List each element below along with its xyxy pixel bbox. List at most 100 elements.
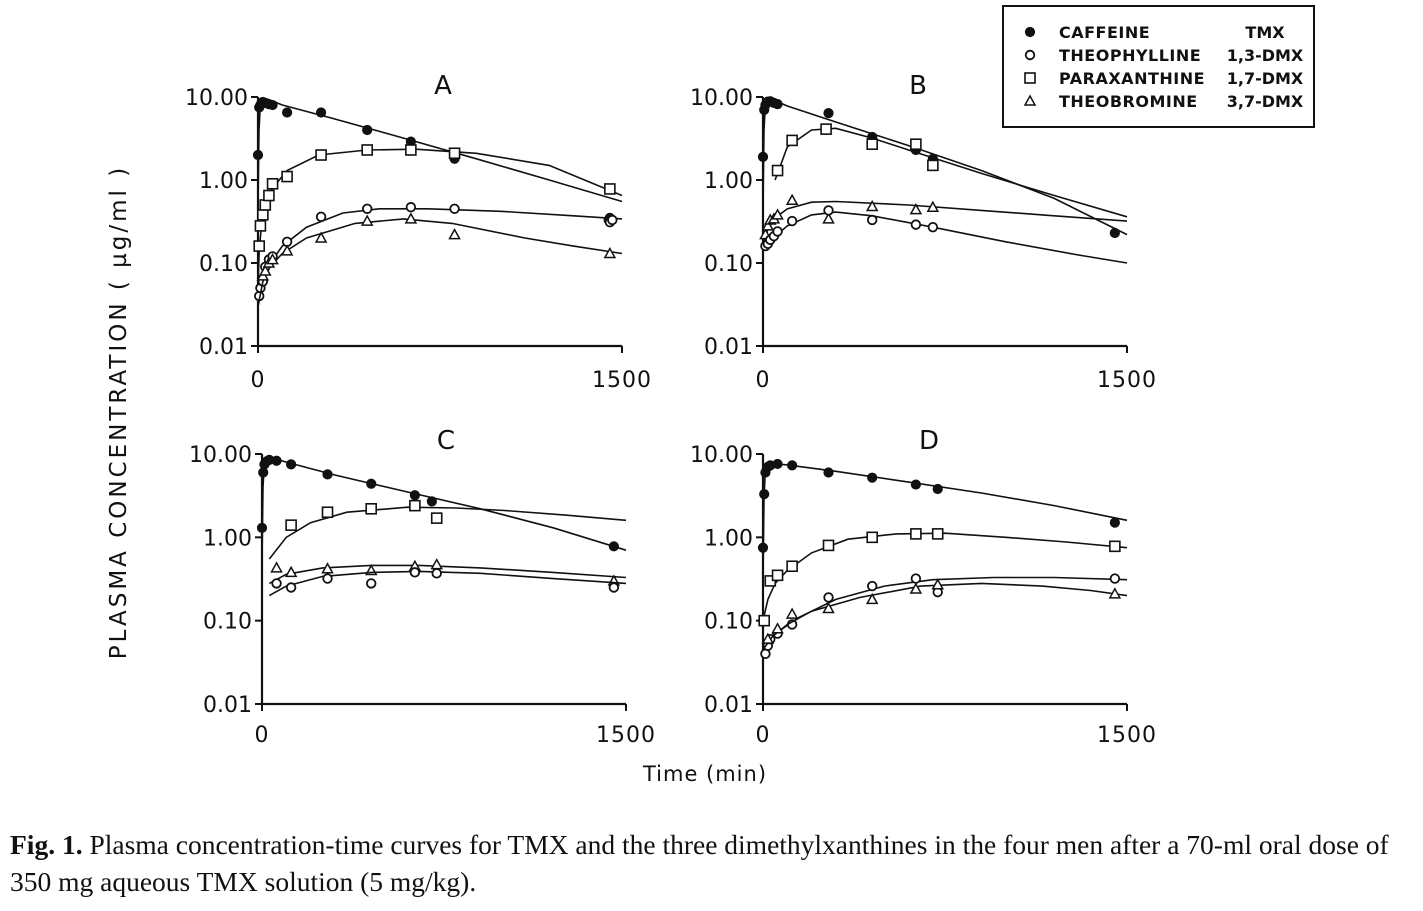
point-paraxanthine-d bbox=[786, 560, 798, 573]
point-theophylline-a bbox=[362, 203, 373, 214]
x-tick-label-b: 0 bbox=[756, 368, 771, 393]
point-caffeine-d bbox=[1109, 517, 1120, 528]
point-theobromine-a bbox=[404, 212, 418, 224]
point-theobromine-d bbox=[1108, 587, 1122, 599]
y-tick-label-d: 0.01 bbox=[704, 693, 753, 718]
point-caffeine-d bbox=[910, 479, 921, 490]
legend-label-theobromine: THEOBROMINE bbox=[1059, 92, 1198, 111]
legend-marker-caffeine bbox=[1024, 26, 1036, 38]
y-tick-label-b: 10.00 bbox=[690, 86, 753, 111]
caption-text: Plasma concentration-time curves for TMX… bbox=[10, 829, 1389, 897]
panel-title-c: C bbox=[437, 426, 455, 456]
point-theobromine-d bbox=[865, 592, 879, 605]
figure-caption: Fig. 1. Plasma concentration-time curves… bbox=[10, 826, 1415, 900]
point-theobromine-a bbox=[603, 246, 617, 259]
point-caffeine-b bbox=[1109, 227, 1120, 239]
point-theophylline-c bbox=[409, 567, 421, 578]
panel-b: 10.00 1.00 0.10 0.010 1500 B bbox=[690, 71, 1157, 393]
point-theobromine-d bbox=[909, 582, 923, 594]
point-caffeine-a bbox=[282, 107, 293, 118]
point-theophylline-d bbox=[910, 573, 922, 584]
point-theobromine-b bbox=[926, 200, 940, 212]
y-tick-label-a: 0.01 bbox=[199, 335, 248, 360]
point-paraxanthine-d bbox=[931, 528, 944, 540]
figure: PLASMA CONCENTRATION ( µg/ml ) Time (min… bbox=[106, 5, 1315, 786]
point-theophylline-b bbox=[772, 226, 783, 237]
y-tick-label-a: 0.10 bbox=[199, 252, 248, 277]
x-tick-label-a: 0 bbox=[251, 368, 266, 393]
curve-theophylline-c bbox=[268, 570, 627, 597]
point-theobromine-b bbox=[761, 219, 775, 231]
panel-d: 10.00 1.00 0.10 0.010 1500 D bbox=[690, 426, 1157, 748]
point-caffeine-c bbox=[271, 455, 282, 466]
y-tick-label-d: 10.00 bbox=[690, 443, 753, 468]
point-theophylline-b bbox=[927, 221, 939, 233]
y-tick-label-a: 10.00 bbox=[185, 86, 248, 111]
point-theobromine-d bbox=[761, 632, 775, 644]
point-paraxanthine-a bbox=[253, 240, 266, 252]
y-tick-label-d: 0.10 bbox=[704, 610, 753, 635]
curve-theophylline-d bbox=[762, 576, 1128, 660]
point-theobromine-a bbox=[259, 264, 272, 276]
point-theophylline-c bbox=[431, 568, 442, 579]
point-theophylline-a bbox=[405, 202, 417, 213]
panel-title-d: D bbox=[919, 426, 939, 456]
curve-theophylline-b bbox=[762, 211, 1128, 264]
x-tick-label-d: 1500 bbox=[1097, 723, 1157, 748]
point-caffeine-a bbox=[252, 149, 264, 161]
point-paraxanthine-c bbox=[285, 519, 297, 531]
legend-abbr-theophylline: 1,3-DMX bbox=[1227, 46, 1304, 65]
point-caffeine-b bbox=[757, 151, 769, 162]
point-theophylline-b bbox=[786, 215, 798, 227]
curve-caffeine-a bbox=[257, 98, 623, 206]
point-paraxanthine-b bbox=[786, 134, 798, 147]
point-theobromine-c bbox=[270, 561, 283, 573]
y-tick-label-a: 1.00 bbox=[199, 169, 248, 194]
y-tick-label-c: 0.01 bbox=[203, 693, 252, 718]
legend-marker-theobromine bbox=[1023, 94, 1037, 106]
curve-theobromine-a bbox=[257, 218, 623, 307]
point-caffeine-d bbox=[787, 460, 798, 471]
curve-theophylline-a bbox=[257, 208, 623, 307]
y-tick-label-b: 1.00 bbox=[704, 169, 753, 194]
point-theobromine-c bbox=[430, 558, 443, 570]
point-paraxanthine-c bbox=[365, 502, 378, 515]
curve-caffeine-c bbox=[261, 456, 627, 563]
point-theophylline-c bbox=[285, 582, 297, 593]
y-tick-label-c: 1.00 bbox=[203, 526, 252, 551]
point-theophylline-c bbox=[608, 582, 620, 593]
point-paraxanthine-a bbox=[263, 189, 275, 202]
point-paraxanthine-a bbox=[448, 147, 461, 160]
curve-theobromine-d bbox=[762, 582, 1128, 651]
y-tick-label-c: 10.00 bbox=[189, 443, 252, 468]
point-paraxanthine-b bbox=[820, 123, 832, 135]
point-theobromine-a bbox=[314, 231, 328, 243]
caption-label: Fig. 1. bbox=[10, 829, 83, 860]
x-tick-label-c: 0 bbox=[255, 723, 270, 748]
point-theobromine-b bbox=[771, 208, 784, 220]
point-caffeine-d bbox=[772, 458, 783, 470]
point-theobromine-d bbox=[931, 578, 944, 590]
x-tick-label-d: 0 bbox=[756, 723, 771, 748]
curve-paraxanthine-c bbox=[268, 506, 627, 560]
point-paraxanthine-a bbox=[259, 199, 272, 211]
x-tick-label-b: 1500 bbox=[1097, 368, 1157, 393]
point-caffeine-d bbox=[867, 472, 878, 483]
point-caffeine-c bbox=[256, 522, 268, 533]
point-paraxanthine-d bbox=[910, 528, 922, 540]
legend-label-theophylline: THEOPHYLLINE bbox=[1059, 46, 1201, 65]
point-paraxanthine-b bbox=[771, 164, 784, 177]
point-paraxanthine-b bbox=[910, 138, 922, 150]
point-paraxanthine-c bbox=[430, 512, 443, 524]
point-paraxanthine-c bbox=[409, 499, 421, 512]
legend-marker-paraxanthine bbox=[1024, 72, 1036, 84]
point-paraxanthine-c bbox=[321, 506, 334, 519]
curve-paraxanthine-b bbox=[774, 127, 1128, 218]
legend-label-paraxanthine: PARAXANTHINE bbox=[1059, 69, 1205, 88]
point-theophylline-a bbox=[449, 203, 460, 214]
point-theobromine-a bbox=[266, 253, 279, 265]
point-theobromine-c bbox=[321, 562, 334, 574]
point-theobromine-d bbox=[771, 622, 784, 634]
point-theobromine-b bbox=[909, 203, 923, 215]
